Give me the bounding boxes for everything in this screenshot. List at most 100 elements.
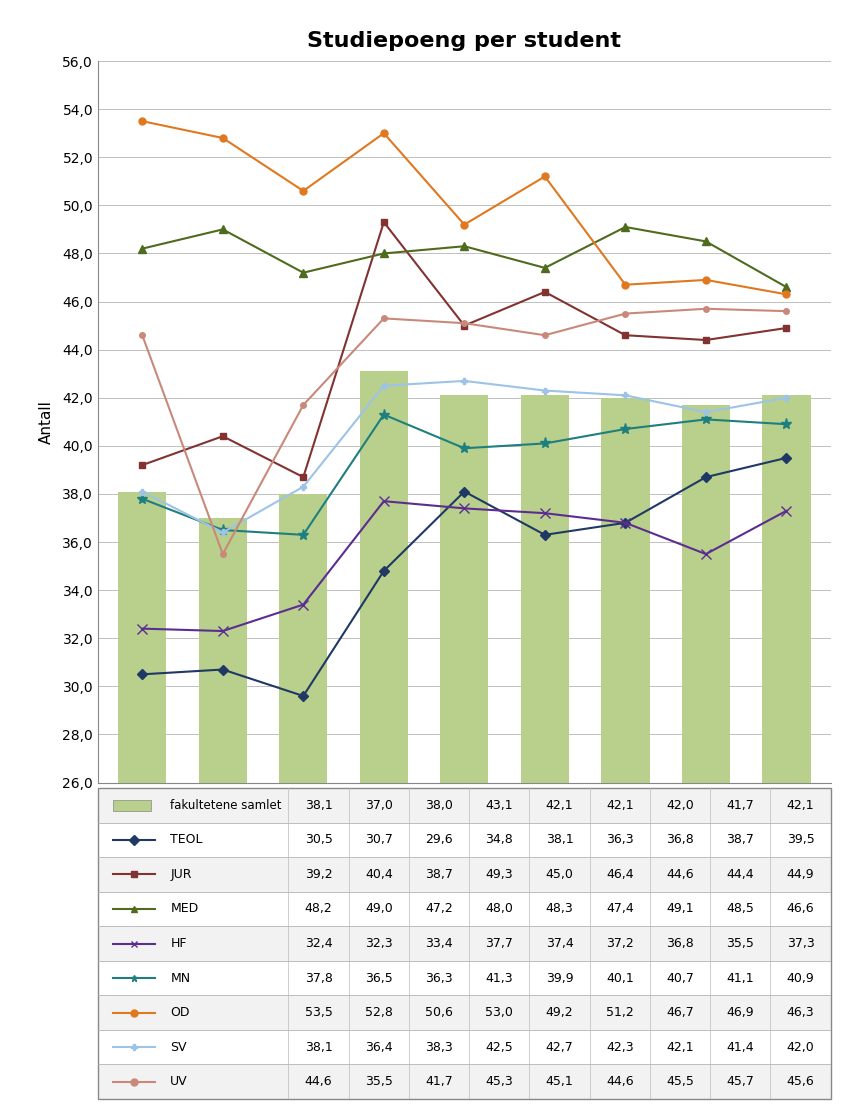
Text: 42,3: 42,3: [606, 1040, 634, 1053]
Text: 51,2: 51,2: [606, 1006, 634, 1019]
Text: 36,3: 36,3: [425, 971, 453, 985]
Text: 35,5: 35,5: [365, 1076, 393, 1088]
Text: 46,3: 46,3: [786, 1006, 815, 1019]
Text: fakultetene samlet: fakultetene samlet: [170, 799, 282, 811]
Text: 39,9: 39,9: [546, 971, 573, 985]
Text: 44,6: 44,6: [606, 1076, 634, 1088]
Text: 48,3: 48,3: [546, 902, 573, 916]
Bar: [763, 395, 810, 1110]
Text: 38,0: 38,0: [425, 799, 453, 811]
Bar: [360, 371, 408, 1110]
Text: 47,2: 47,2: [425, 902, 453, 916]
Text: 42,0: 42,0: [786, 1040, 815, 1053]
Bar: [98, 926, 831, 961]
Text: 46,7: 46,7: [666, 1006, 694, 1019]
Text: 53,5: 53,5: [305, 1006, 332, 1019]
Text: 37,8: 37,8: [305, 971, 332, 985]
Text: 36,3: 36,3: [606, 834, 634, 847]
Text: 38,1: 38,1: [305, 1040, 332, 1053]
Y-axis label: Antall: Antall: [39, 400, 54, 444]
Bar: [98, 788, 831, 823]
Text: HF: HF: [170, 937, 187, 950]
Text: 35,5: 35,5: [727, 937, 754, 950]
Text: 46,6: 46,6: [786, 902, 815, 916]
Text: 34,8: 34,8: [486, 834, 513, 847]
Text: SV: SV: [170, 1040, 187, 1053]
Bar: [98, 857, 831, 891]
Text: 32,3: 32,3: [365, 937, 393, 950]
Text: JUR: JUR: [170, 868, 192, 881]
Bar: [113, 800, 152, 811]
Text: 41,3: 41,3: [486, 971, 513, 985]
Bar: [98, 961, 831, 996]
Text: 36,8: 36,8: [666, 937, 694, 950]
Text: 42,1: 42,1: [666, 1040, 694, 1053]
Text: 47,4: 47,4: [606, 902, 634, 916]
Text: 38,7: 38,7: [727, 834, 754, 847]
Text: 48,5: 48,5: [727, 902, 754, 916]
Text: 38,7: 38,7: [425, 868, 453, 881]
Text: 45,7: 45,7: [727, 1076, 754, 1088]
Text: 49,3: 49,3: [486, 868, 513, 881]
Bar: [118, 492, 166, 1110]
Text: 42,7: 42,7: [546, 1040, 573, 1053]
Text: 45,5: 45,5: [666, 1076, 694, 1088]
Text: 50,6: 50,6: [425, 1006, 453, 1019]
Text: 37,2: 37,2: [606, 937, 634, 950]
Text: 40,7: 40,7: [666, 971, 694, 985]
Bar: [98, 996, 831, 1030]
Text: 41,7: 41,7: [425, 1076, 453, 1088]
Text: 41,4: 41,4: [727, 1040, 754, 1053]
Text: 44,9: 44,9: [786, 868, 815, 881]
Text: 45,6: 45,6: [786, 1076, 815, 1088]
Text: 29,6: 29,6: [425, 834, 453, 847]
Text: OD: OD: [170, 1006, 190, 1019]
Text: 39,2: 39,2: [305, 868, 332, 881]
Text: 37,0: 37,0: [365, 799, 393, 811]
Text: 48,2: 48,2: [305, 902, 332, 916]
Text: UV: UV: [170, 1076, 188, 1088]
Text: 48,0: 48,0: [486, 902, 513, 916]
Bar: [521, 395, 569, 1110]
Text: 42,1: 42,1: [606, 799, 634, 811]
Text: 33,4: 33,4: [425, 937, 453, 950]
Text: 44,6: 44,6: [305, 1076, 332, 1088]
Text: 36,8: 36,8: [666, 834, 694, 847]
Text: 36,5: 36,5: [365, 971, 393, 985]
Bar: [98, 891, 831, 926]
Text: 37,3: 37,3: [786, 937, 815, 950]
Text: 30,7: 30,7: [365, 834, 393, 847]
Text: 39,5: 39,5: [786, 834, 815, 847]
Text: 49,1: 49,1: [666, 902, 694, 916]
Text: 43,1: 43,1: [486, 799, 513, 811]
Text: 45,3: 45,3: [486, 1076, 513, 1088]
Text: TEOL: TEOL: [170, 834, 203, 847]
Text: 37,4: 37,4: [546, 937, 573, 950]
Text: 40,1: 40,1: [606, 971, 634, 985]
Text: 53,0: 53,0: [486, 1006, 513, 1019]
Bar: [602, 397, 649, 1110]
Text: 52,8: 52,8: [365, 1006, 393, 1019]
Text: 40,9: 40,9: [786, 971, 815, 985]
Text: 38,3: 38,3: [425, 1040, 453, 1053]
Bar: [98, 1030, 831, 1064]
Text: 42,0: 42,0: [666, 799, 694, 811]
Text: 49,0: 49,0: [365, 902, 393, 916]
Bar: [199, 518, 247, 1110]
Bar: [98, 1064, 831, 1099]
Text: 44,4: 44,4: [727, 868, 754, 881]
Text: MED: MED: [170, 902, 199, 916]
Text: 38,1: 38,1: [305, 799, 332, 811]
Bar: [279, 494, 327, 1110]
Text: 32,4: 32,4: [305, 937, 332, 950]
Text: 37,7: 37,7: [486, 937, 513, 950]
Text: 45,0: 45,0: [545, 868, 573, 881]
Title: Studiepoeng per student: Studiepoeng per student: [308, 31, 621, 51]
Text: 44,6: 44,6: [666, 868, 694, 881]
Text: 45,1: 45,1: [546, 1076, 573, 1088]
Text: 36,4: 36,4: [365, 1040, 393, 1053]
Text: MN: MN: [170, 971, 191, 985]
Text: 41,1: 41,1: [727, 971, 754, 985]
Text: 46,9: 46,9: [727, 1006, 754, 1019]
Bar: [682, 405, 730, 1110]
